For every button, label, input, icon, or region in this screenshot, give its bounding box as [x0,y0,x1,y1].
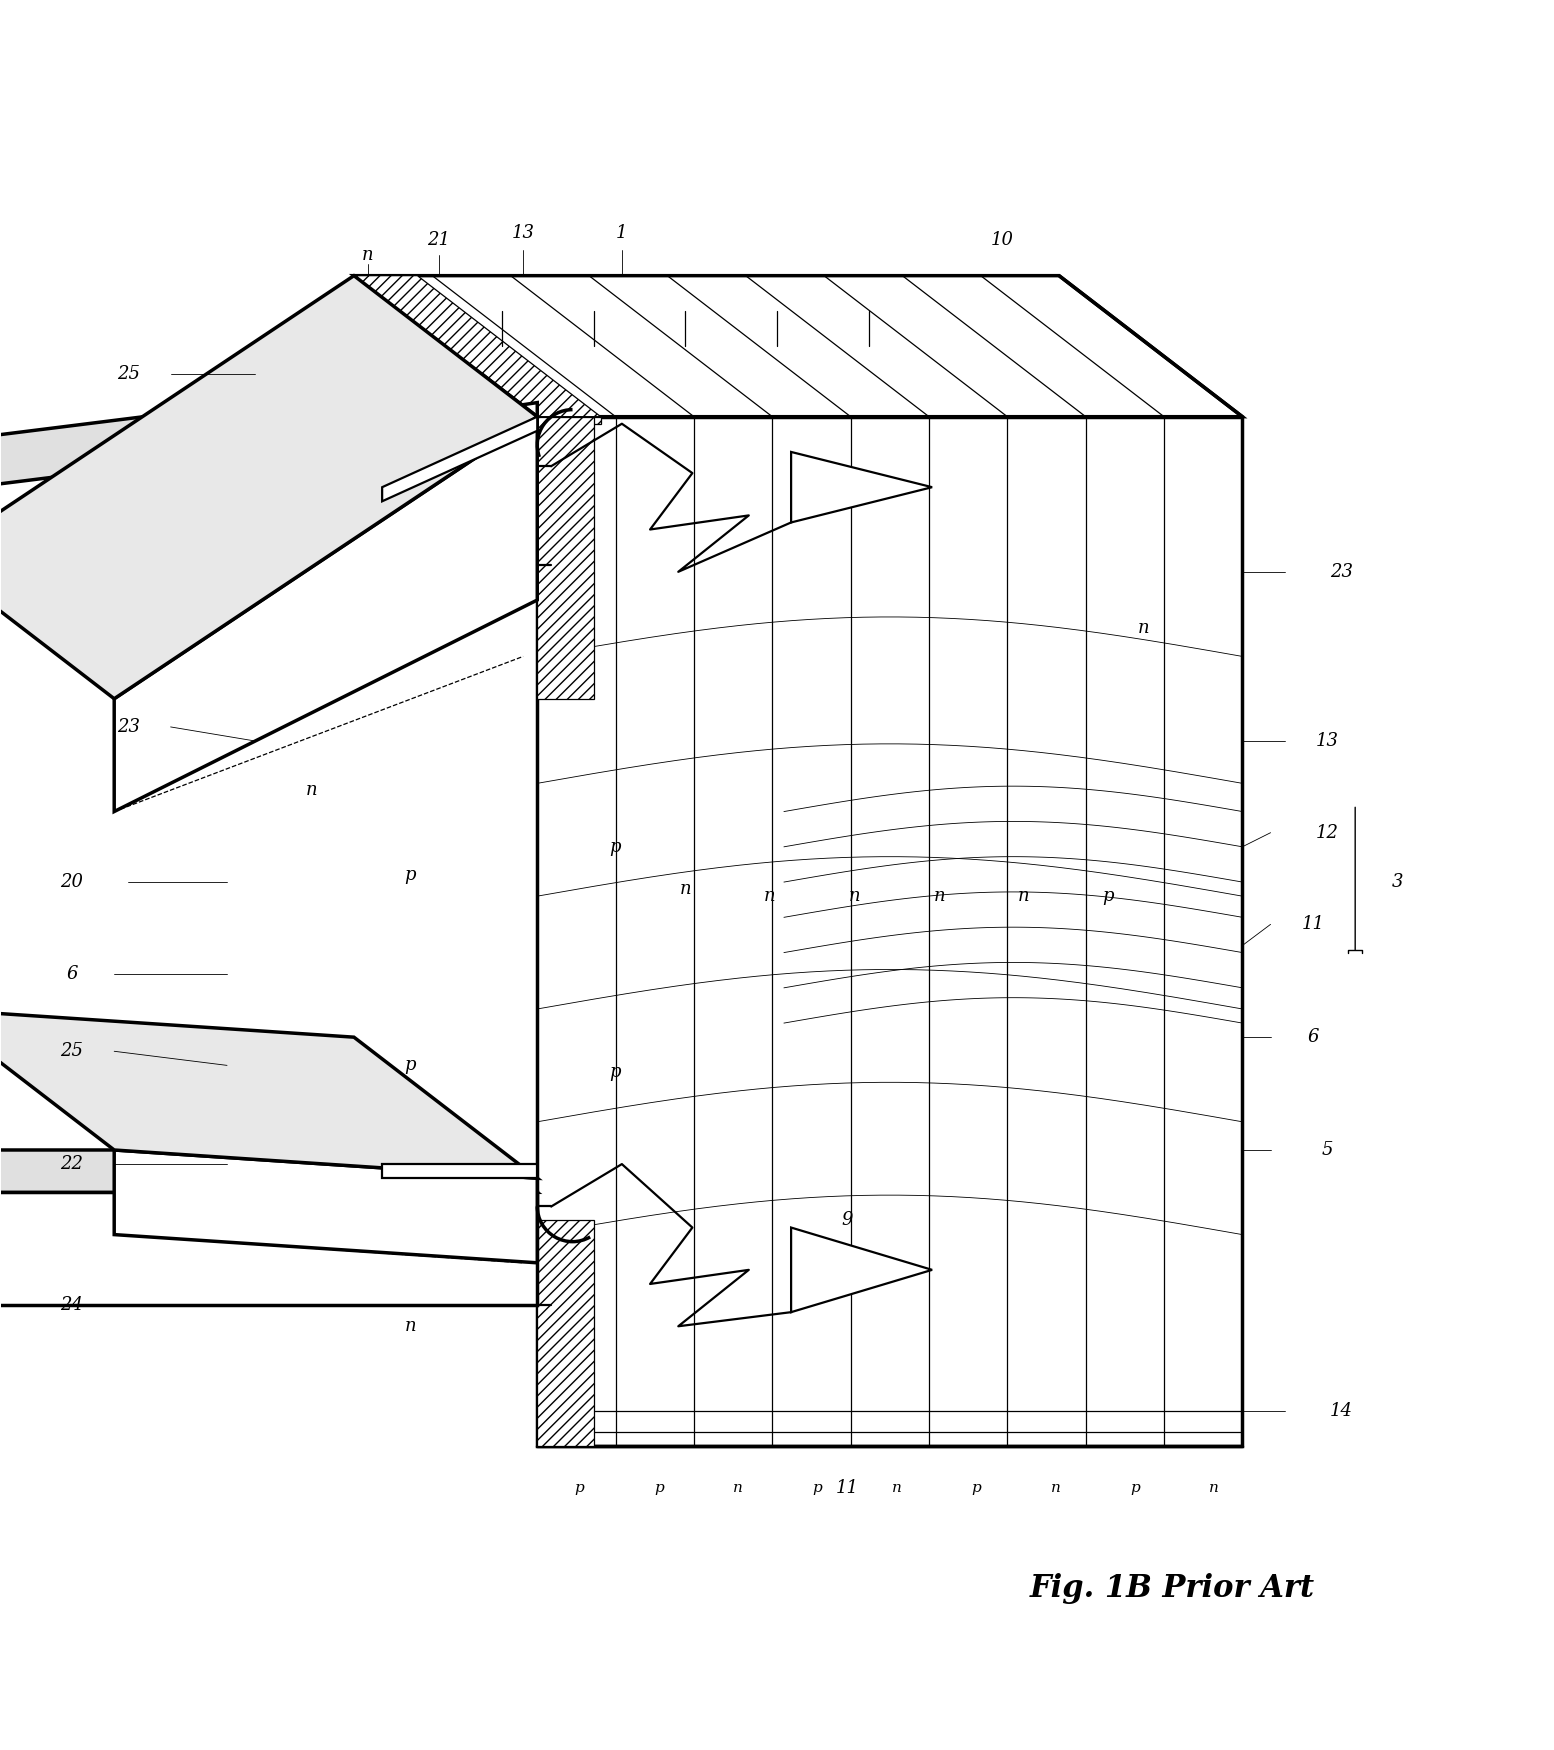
Text: n: n [362,245,375,264]
Polygon shape [354,276,601,416]
Text: n: n [1018,887,1030,905]
Polygon shape [382,1164,538,1178]
Text: 11: 11 [836,1479,859,1498]
Polygon shape [0,1010,538,1178]
Text: 1: 1 [615,224,628,242]
Text: p: p [609,838,620,856]
Text: p: p [404,1057,416,1074]
Text: n: n [892,1482,901,1496]
Text: n: n [765,887,775,905]
Text: 5: 5 [1321,1141,1333,1158]
Polygon shape [0,402,538,600]
Text: n: n [1051,1482,1060,1496]
Text: 10: 10 [991,231,1015,250]
Text: 22: 22 [61,1155,84,1172]
Text: 6: 6 [1307,1029,1319,1046]
Text: 9: 9 [842,1211,853,1230]
Polygon shape [113,1150,538,1264]
Text: 21: 21 [427,231,451,250]
Text: n: n [679,880,692,898]
Text: n: n [1209,1482,1218,1496]
Text: 11: 11 [1301,915,1324,933]
Text: 14: 14 [1330,1402,1352,1419]
Text: 3: 3 [1392,873,1403,891]
Text: Fig. 1B Prior Art: Fig. 1B Prior Art [1029,1573,1315,1605]
Polygon shape [0,276,538,698]
Text: 12: 12 [1316,824,1338,842]
Text: p: p [1130,1482,1139,1496]
Polygon shape [0,1150,538,1192]
Text: 13: 13 [1316,732,1338,751]
Text: n: n [306,782,317,800]
Polygon shape [538,416,601,424]
Text: 25: 25 [117,366,140,383]
Polygon shape [538,416,1242,1446]
Text: p: p [813,1482,822,1496]
Text: n: n [733,1482,743,1496]
Text: 20: 20 [61,873,84,891]
Polygon shape [791,1227,932,1312]
Text: n: n [848,887,861,905]
Polygon shape [113,416,538,812]
Text: p: p [654,1482,664,1496]
Text: p: p [609,1064,620,1082]
Text: 25: 25 [61,1043,84,1060]
Text: n: n [1138,620,1150,637]
Text: n: n [404,1318,416,1335]
Polygon shape [538,1220,594,1446]
Text: n: n [934,887,945,905]
Polygon shape [0,374,538,487]
Text: 23: 23 [1330,564,1352,581]
Text: p: p [971,1482,981,1496]
Text: 6: 6 [67,964,78,984]
Text: 23: 23 [117,718,140,737]
Polygon shape [791,452,932,523]
Text: p: p [575,1482,584,1496]
Polygon shape [538,416,594,698]
Text: p: p [1103,887,1114,905]
Text: 24: 24 [61,1297,84,1314]
Polygon shape [382,416,538,500]
Text: 13: 13 [511,224,535,242]
Text: p: p [404,866,416,884]
Polygon shape [354,276,1242,416]
Polygon shape [0,1192,538,1306]
